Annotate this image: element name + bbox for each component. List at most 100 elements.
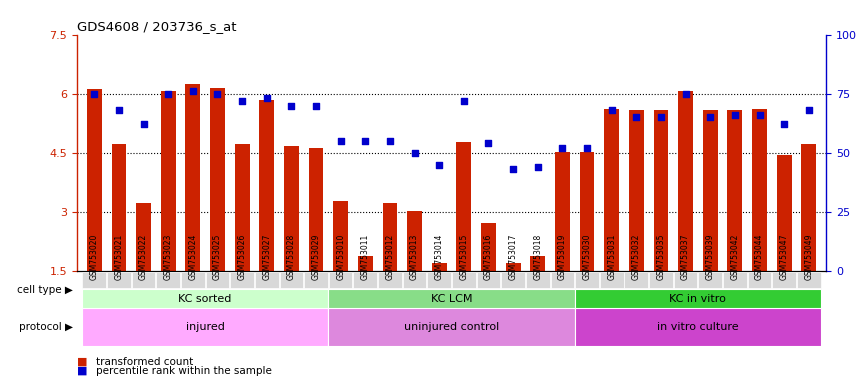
Text: GSM753010: GSM753010 bbox=[336, 233, 345, 280]
Bar bbox=[161, 91, 175, 271]
Text: GSM753015: GSM753015 bbox=[460, 233, 468, 280]
Point bbox=[704, 114, 717, 121]
Text: GSM753039: GSM753039 bbox=[705, 233, 715, 280]
Text: uninjured control: uninjured control bbox=[404, 322, 499, 332]
Point bbox=[457, 98, 471, 104]
FancyBboxPatch shape bbox=[797, 271, 821, 288]
Text: GSM753030: GSM753030 bbox=[583, 233, 591, 280]
FancyBboxPatch shape bbox=[625, 271, 648, 288]
FancyBboxPatch shape bbox=[157, 271, 180, 288]
Point bbox=[432, 162, 446, 168]
Point bbox=[679, 91, 693, 97]
Bar bbox=[629, 109, 644, 271]
Text: GSM753032: GSM753032 bbox=[632, 233, 641, 280]
FancyBboxPatch shape bbox=[674, 271, 698, 288]
Text: KC LCM: KC LCM bbox=[431, 294, 473, 304]
FancyBboxPatch shape bbox=[477, 271, 500, 288]
FancyBboxPatch shape bbox=[280, 271, 303, 288]
Text: GSM753027: GSM753027 bbox=[262, 233, 271, 280]
Bar bbox=[678, 91, 693, 271]
Point bbox=[359, 138, 372, 144]
FancyBboxPatch shape bbox=[132, 271, 156, 288]
Point bbox=[654, 114, 668, 121]
Point bbox=[728, 112, 742, 118]
Point bbox=[531, 164, 544, 170]
Bar bbox=[333, 201, 348, 271]
FancyBboxPatch shape bbox=[230, 271, 254, 288]
Bar bbox=[431, 263, 447, 271]
Text: GSM753035: GSM753035 bbox=[657, 233, 665, 280]
Bar bbox=[776, 155, 792, 271]
Text: transformed count: transformed count bbox=[96, 357, 193, 367]
Bar bbox=[580, 152, 594, 271]
Bar bbox=[87, 89, 102, 271]
FancyBboxPatch shape bbox=[452, 271, 476, 288]
Text: GSM753042: GSM753042 bbox=[730, 233, 740, 280]
Bar bbox=[531, 256, 545, 271]
FancyBboxPatch shape bbox=[723, 271, 746, 288]
FancyBboxPatch shape bbox=[427, 271, 451, 288]
FancyBboxPatch shape bbox=[255, 271, 278, 288]
Text: GDS4608 / 203736_s_at: GDS4608 / 203736_s_at bbox=[77, 20, 236, 33]
Text: GSM753019: GSM753019 bbox=[558, 233, 567, 280]
Point bbox=[260, 95, 274, 101]
FancyBboxPatch shape bbox=[82, 308, 329, 346]
Point bbox=[802, 107, 816, 113]
Bar bbox=[703, 110, 717, 271]
Bar bbox=[654, 109, 669, 271]
Text: GSM753018: GSM753018 bbox=[533, 233, 542, 280]
Point bbox=[235, 98, 249, 104]
Bar bbox=[136, 204, 151, 271]
Text: GSM753012: GSM753012 bbox=[385, 233, 395, 280]
Point bbox=[137, 121, 151, 127]
Text: GSM753044: GSM753044 bbox=[755, 233, 764, 280]
FancyBboxPatch shape bbox=[378, 271, 401, 288]
Text: GSM753021: GSM753021 bbox=[115, 233, 123, 280]
Point bbox=[309, 103, 323, 109]
Bar bbox=[801, 144, 816, 271]
Text: injured: injured bbox=[186, 322, 224, 332]
Point bbox=[211, 91, 224, 97]
FancyBboxPatch shape bbox=[574, 308, 821, 346]
Text: GSM753028: GSM753028 bbox=[287, 233, 296, 280]
FancyBboxPatch shape bbox=[574, 289, 821, 308]
FancyBboxPatch shape bbox=[354, 271, 377, 288]
Bar bbox=[186, 84, 200, 271]
Point bbox=[161, 91, 175, 97]
Point bbox=[629, 114, 643, 121]
Point bbox=[407, 150, 421, 156]
Text: KC in vitro: KC in vitro bbox=[669, 294, 727, 304]
Text: GSM753026: GSM753026 bbox=[238, 233, 247, 280]
Bar bbox=[235, 144, 249, 271]
FancyBboxPatch shape bbox=[205, 271, 229, 288]
Text: GSM753047: GSM753047 bbox=[780, 233, 788, 280]
Text: GSM753031: GSM753031 bbox=[607, 233, 616, 280]
Bar bbox=[383, 204, 397, 271]
Text: percentile rank within the sample: percentile rank within the sample bbox=[96, 366, 271, 376]
Bar bbox=[259, 99, 274, 271]
FancyBboxPatch shape bbox=[649, 271, 673, 288]
Bar bbox=[456, 142, 472, 271]
Point bbox=[186, 88, 199, 94]
FancyBboxPatch shape bbox=[403, 271, 426, 288]
FancyBboxPatch shape bbox=[82, 271, 106, 288]
Text: ■: ■ bbox=[77, 366, 91, 376]
Bar bbox=[284, 146, 299, 271]
FancyBboxPatch shape bbox=[772, 271, 796, 288]
Text: KC sorted: KC sorted bbox=[178, 294, 232, 304]
Text: GSM753022: GSM753022 bbox=[139, 233, 148, 280]
Point bbox=[284, 103, 298, 109]
Text: protocol ▶: protocol ▶ bbox=[19, 322, 73, 332]
Bar bbox=[358, 256, 372, 271]
Point bbox=[752, 112, 766, 118]
Point bbox=[506, 166, 520, 172]
FancyBboxPatch shape bbox=[329, 308, 574, 346]
Point bbox=[580, 145, 594, 151]
Bar bbox=[407, 211, 422, 271]
FancyBboxPatch shape bbox=[304, 271, 328, 288]
FancyBboxPatch shape bbox=[107, 271, 131, 288]
FancyBboxPatch shape bbox=[526, 271, 550, 288]
Bar bbox=[210, 88, 225, 271]
Text: GSM753014: GSM753014 bbox=[435, 233, 443, 280]
Text: GSM753037: GSM753037 bbox=[681, 233, 690, 280]
